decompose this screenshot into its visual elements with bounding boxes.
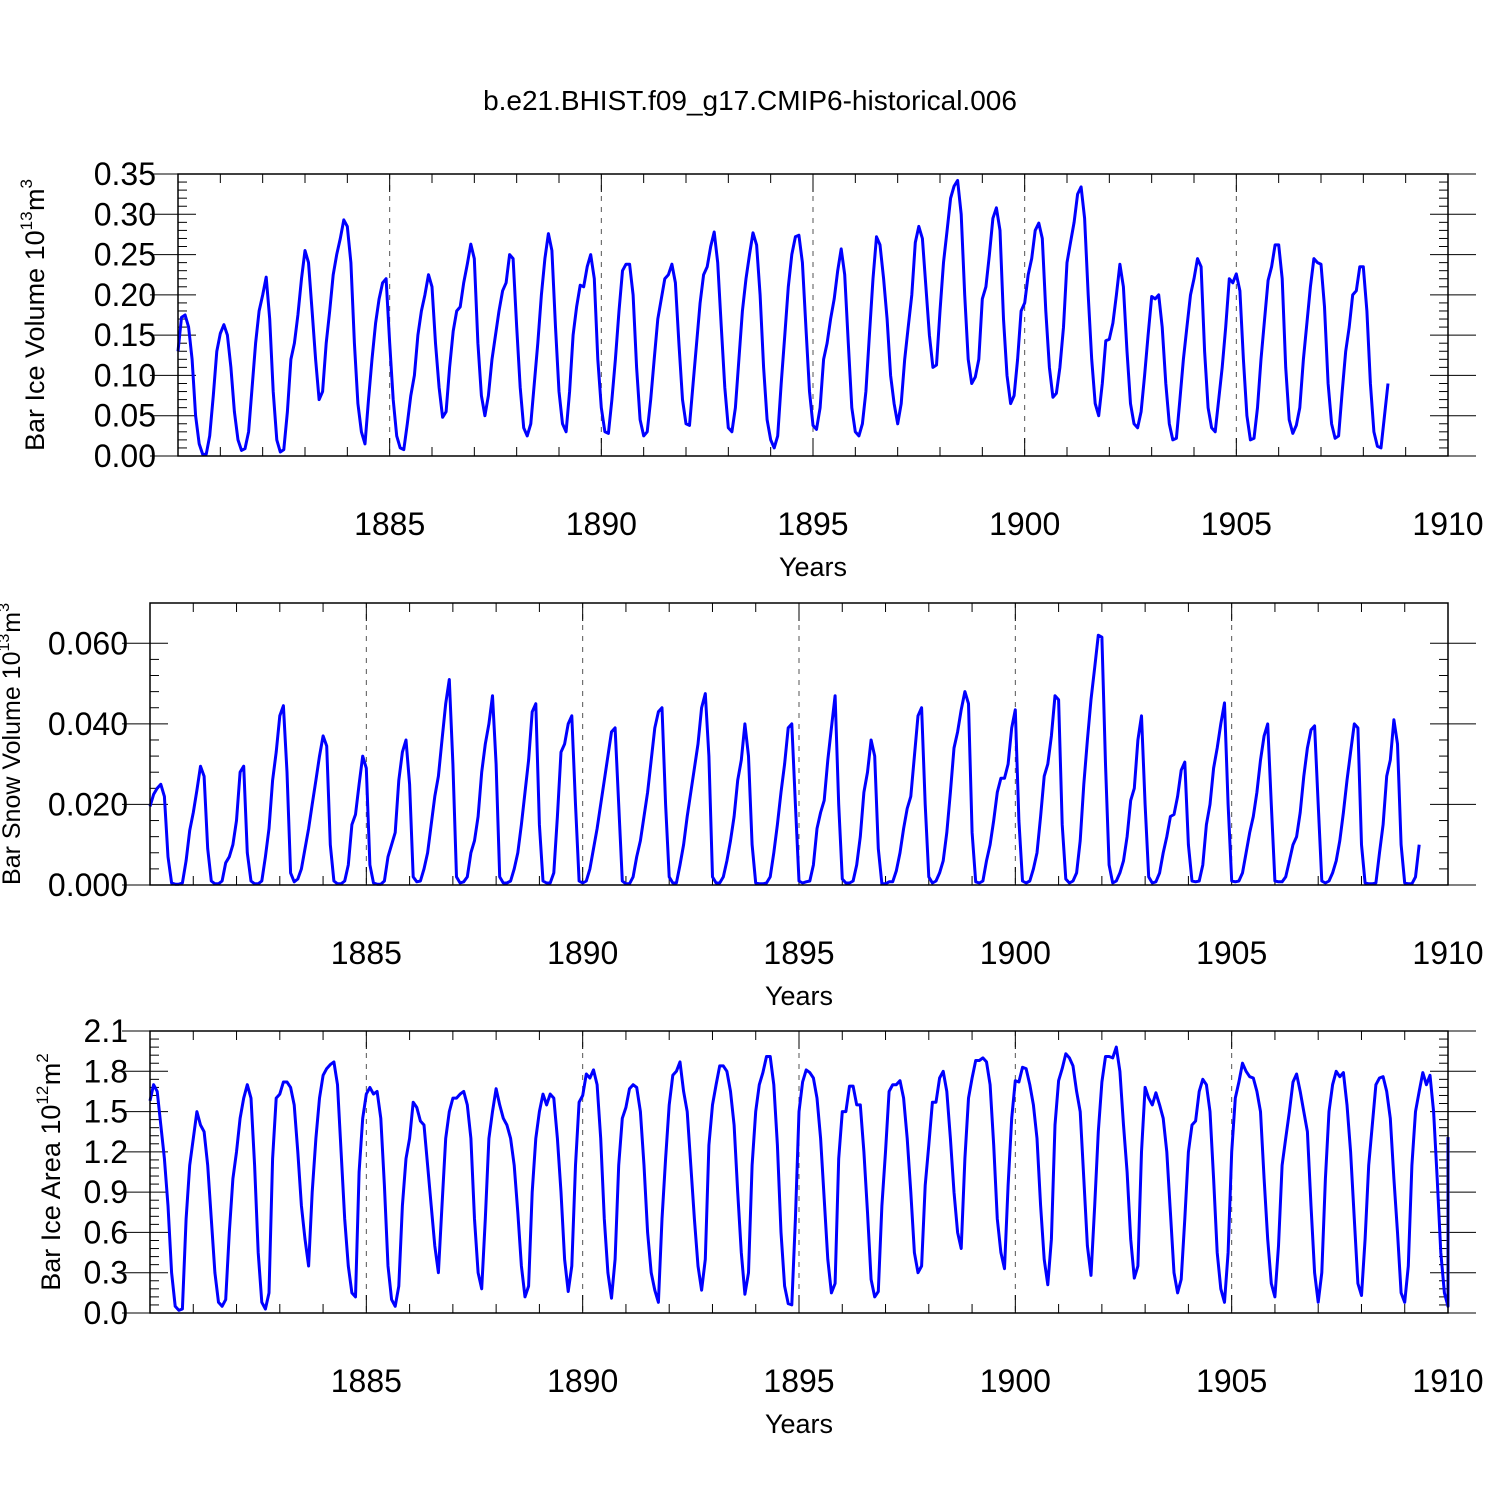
snow-volume-y-tick-label: 0.000 (48, 867, 128, 903)
ice-volume-x-tick-label: 1900 (989, 506, 1060, 542)
ice-area-x-tick-label: 1910 (1412, 1363, 1483, 1399)
ice-volume-y-tick-label: 0.05 (94, 398, 156, 434)
ice-area-y-title-unit-power: 2 (33, 1053, 52, 1062)
ice-area-x-tick-label: 1895 (763, 1363, 834, 1399)
snow-volume-reference-lines (365, 603, 1233, 885)
snow-volume-x-tick-label: 1910 (1412, 935, 1483, 971)
ice-volume-x-tick-labels: 1885 1890 1895 1900 1905 1910 (354, 506, 1484, 542)
ice-volume-y-title-main: Bar Ice Volume 10 (20, 230, 50, 451)
ice-volume-y-tick-label: 0.10 (94, 357, 156, 393)
snow-volume-plot-frame (149, 602, 1449, 886)
snow-volume-x-axis-title: Years (765, 981, 833, 1011)
figure-title: b.e21.BHIST.f09_g17.CMIP6-historical.006 (483, 85, 1017, 116)
ice-volume-y-title-unit-power: 3 (17, 179, 36, 188)
ice-volume-x-tick-label: 1895 (777, 506, 848, 542)
ice-volume-y-tick-label: 0.30 (94, 196, 156, 232)
ice-volume-x-axis-title: Years (779, 552, 847, 582)
ice-area-y-title-exponent: 12 (33, 1086, 52, 1105)
snow-volume-y-tick-labels: 0.000 0.020 0.040 0.060 (48, 625, 128, 903)
snow-volume-x-tick-label: 1890 (547, 935, 618, 971)
ice-volume-series-line (176, 178, 1390, 456)
ice-area-reference-lines (365, 1031, 1233, 1313)
ice-volume-y-axis-title: Bar Ice Volume 1013 m3 (17, 179, 50, 451)
snow-volume-y-tick-label: 0.040 (48, 706, 128, 742)
ice-area-y-tick-labels: 0.0 0.3 0.6 0.9 1.2 1.5 1.8 2.1 (84, 1013, 128, 1331)
snow-volume-series-line (148, 633, 1421, 886)
snow-volume-y-title-unit: m (0, 612, 26, 640)
snow-volume-x-tick-label: 1900 (980, 935, 1051, 971)
ice-area-panel: 0.0 0.3 0.6 0.9 1.2 1.5 1.8 2.1 1885 1890 1895 190… (33, 1013, 1484, 1439)
snow-volume-y-axis-title: Bar Snow Volume 1013 m3 (0, 603, 26, 885)
snow-volume-x-tick-label: 1895 (763, 935, 834, 971)
ice-area-x-tick-label: 1890 (547, 1363, 618, 1399)
ice-area-y-tick-label: 0.0 (84, 1295, 128, 1331)
ice-volume-panel: 0.00 0.05 0.10 0.15 0.20 0.25 0.30 0.35 1885 189… (17, 156, 1484, 582)
ice-area-x-tick-labels: 1885 1890 1895 1900 1905 1910 (331, 1363, 1484, 1399)
ice-area-x-tick-label: 1885 (331, 1363, 402, 1399)
ice-volume-x-tick-label: 1890 (566, 506, 637, 542)
ice-area-y-tick-label: 0.9 (84, 1174, 128, 1210)
ice-area-y-tick-label: 1.2 (84, 1134, 128, 1170)
ice-area-y-tick-label: 0.6 (84, 1214, 128, 1250)
snow-volume-x-tick-labels: 1885 1890 1895 1900 1905 1910 (331, 935, 1484, 971)
snow-volume-y-title-main: Bar Snow Volume 10 (0, 652, 26, 885)
snow-volume-x-tick-label: 1885 (331, 935, 402, 971)
ice-volume-y-tick-labels: 0.00 0.05 0.10 0.15 0.20 0.25 0.30 0.35 (94, 156, 156, 474)
ice-area-x-tick-label: 1900 (980, 1363, 1051, 1399)
ice-volume-y-tick-label: 0.15 (94, 317, 156, 353)
ice-volume-y-tick-label: 0.00 (94, 438, 156, 474)
ice-area-x-axis-title: Years (765, 1409, 833, 1439)
ice-area-y-title-main: Bar Ice Area 10 (36, 1105, 66, 1291)
ice-volume-plot-frame (177, 173, 1449, 457)
snow-volume-y-tick-label: 0.020 (48, 786, 128, 822)
ice-area-y-axis-title: Bar Ice Area 1012 m2 (33, 1053, 66, 1291)
snow-volume-x-tick-label: 1905 (1196, 935, 1267, 971)
ice-volume-y-title-exponent: 13 (17, 211, 36, 230)
snow-volume-y-title-exponent: 13 (0, 634, 13, 652)
ice-area-y-tick-label: 0.3 (84, 1255, 128, 1291)
ice-volume-y-tick-label: 0.25 (94, 237, 156, 273)
ice-area-plot-frame (149, 1030, 1449, 1314)
snow-volume-y-tick-label: 0.060 (48, 625, 128, 661)
ice-area-x-tick-label: 1905 (1196, 1363, 1267, 1399)
ice-volume-y-title-unit: m (20, 188, 50, 218)
ice-volume-y-tick-label: 0.35 (94, 156, 156, 192)
snow-volume-panel: 0.000 0.020 0.040 0.060 1885 1890 1895 1900 190… (0, 602, 1484, 1011)
ice-volume-x-tick-label: 1905 (1201, 506, 1272, 542)
ice-area-y-tick-label: 2.1 (84, 1013, 128, 1049)
ice-volume-x-tick-label: 1910 (1412, 506, 1483, 542)
ice-area-series-line (148, 1045, 1450, 1312)
snow-volume-y-title-unit-power: 3 (0, 603, 13, 612)
ice-area-y-title-unit: m (36, 1063, 66, 1093)
ice-area-y-tick-label: 1.8 (84, 1053, 128, 1089)
ice-volume-y-tick-label: 0.20 (94, 277, 156, 313)
ice-area-y-tick-label: 1.5 (84, 1094, 128, 1130)
ice-volume-x-tick-label: 1885 (354, 506, 425, 542)
